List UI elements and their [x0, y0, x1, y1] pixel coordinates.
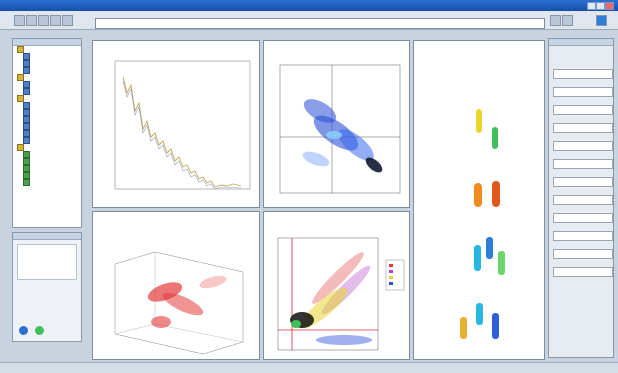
tree-item[interactable]: [17, 95, 81, 102]
table-icon: [23, 60, 30, 67]
toolbar-button-2[interactable]: [26, 15, 37, 26]
property-field-9[interactable]: [553, 213, 613, 223]
tree-item[interactable]: [23, 53, 81, 60]
tree-item[interactable]: [23, 123, 81, 130]
tree-item[interactable]: [23, 130, 81, 137]
density-plot-bottom: [277, 237, 405, 351]
properties-panel: [12, 232, 82, 342]
tree-item[interactable]: [23, 81, 81, 88]
tree-item[interactable]: [23, 137, 81, 144]
property-field-8[interactable]: [553, 195, 613, 205]
tree-item[interactable]: [23, 172, 81, 179]
density-plot-top: [279, 64, 401, 194]
toolbar-blue-icon[interactable]: [596, 15, 607, 26]
address-bar[interactable]: [95, 18, 545, 29]
project-tree-panel: [12, 38, 82, 228]
toolbar-button-right-1[interactable]: [550, 15, 561, 26]
table-icon: [23, 102, 30, 109]
property-field-12[interactable]: [553, 267, 613, 277]
chart-icon: [23, 151, 30, 158]
toolbar-button-5[interactable]: [62, 15, 73, 26]
tree-item[interactable]: [23, 116, 81, 123]
table-icon: [23, 116, 30, 123]
gear-icon[interactable]: [19, 326, 28, 335]
table-icon: [23, 88, 30, 95]
tree-item[interactable]: [23, 88, 81, 95]
strip-plot: [460, 109, 505, 339]
table-icon: [23, 67, 30, 74]
toolbar-button-3[interactable]: [38, 15, 49, 26]
tree-item[interactable]: [23, 109, 81, 116]
close-button[interactable]: [605, 2, 614, 10]
properties-header: [13, 233, 81, 240]
property-field-3[interactable]: [553, 105, 613, 115]
property-field-11[interactable]: [553, 249, 613, 259]
tree-item[interactable]: [23, 158, 81, 165]
tree-item[interactable]: [23, 179, 81, 186]
scatter3d-panel[interactable]: [92, 211, 260, 360]
line-plot: [114, 60, 251, 190]
maximize-button[interactable]: [596, 2, 605, 10]
chart-icon: [23, 179, 30, 186]
tree-item[interactable]: [23, 165, 81, 172]
tree-item[interactable]: [17, 74, 81, 81]
strip-plot-panel[interactable]: [413, 40, 545, 360]
chart-icon: [23, 172, 30, 179]
folder-icon: [17, 74, 24, 81]
line-series-1: [122, 76, 242, 188]
toolbar-button-right-2[interactable]: [562, 15, 573, 26]
line-series-2: [122, 80, 242, 190]
table-icon: [23, 53, 30, 60]
property-field-1[interactable]: [553, 69, 613, 79]
green-dot-icon[interactable]: [35, 326, 44, 335]
chart-icon: [23, 158, 30, 165]
property-field-4[interactable]: [553, 123, 613, 133]
tree-item[interactable]: [23, 102, 81, 109]
chart-icon: [23, 165, 30, 172]
table-icon: [23, 137, 30, 144]
tree-item[interactable]: [23, 67, 81, 74]
property-field-7[interactable]: [553, 177, 613, 187]
folder-icon: [17, 46, 24, 53]
toolbar-button-1[interactable]: [14, 15, 25, 26]
tree-item[interactable]: [17, 46, 81, 53]
property-field-2[interactable]: [553, 87, 613, 97]
properties-box: [17, 244, 77, 280]
table-icon: [23, 81, 30, 88]
window-titlebar: [0, 0, 618, 11]
project-tree: [13, 46, 81, 186]
status-bar: [0, 362, 618, 373]
tree-header: [13, 39, 81, 46]
tree-item[interactable]: [23, 151, 81, 158]
table-icon: [23, 109, 30, 116]
table-icon: [23, 130, 30, 137]
folder-icon: [17, 144, 24, 151]
right-properties-panel: [548, 38, 614, 358]
property-field-10[interactable]: [553, 231, 613, 241]
toolbar-button-4[interactable]: [50, 15, 61, 26]
minimize-button[interactable]: [587, 2, 596, 10]
property-field-6[interactable]: [553, 159, 613, 169]
folder-icon: [17, 95, 24, 102]
tree-item[interactable]: [23, 60, 81, 67]
density-plot-bottom-panel[interactable]: [263, 211, 410, 360]
density-plot-top-panel[interactable]: [263, 40, 410, 208]
tree-item[interactable]: [17, 144, 81, 151]
scatter3d-plot: [114, 251, 244, 355]
property-field-5[interactable]: [553, 141, 613, 151]
line-plot-panel[interactable]: [92, 40, 260, 208]
right-panel-header: [549, 39, 613, 46]
table-icon: [23, 123, 30, 130]
